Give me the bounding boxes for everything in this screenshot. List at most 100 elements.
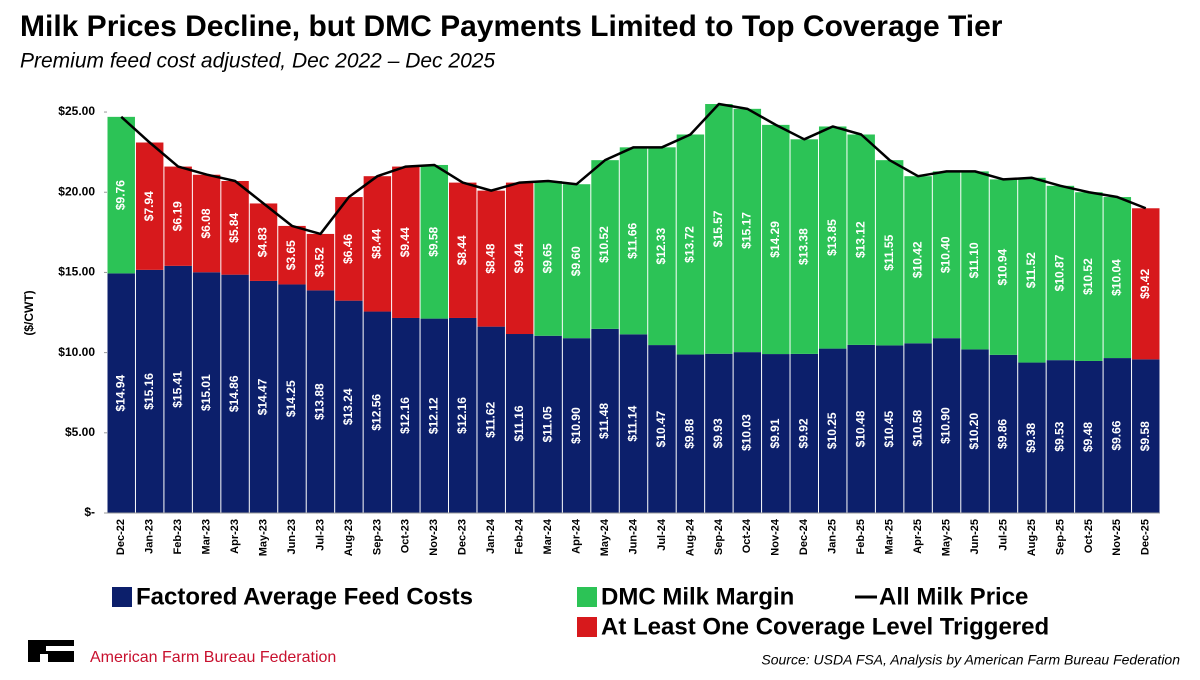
value-label: $14.29 xyxy=(768,221,782,258)
x-tick-label: Apr-24 xyxy=(570,518,582,554)
bar-segment xyxy=(505,334,534,513)
x-tick-label: Feb-23 xyxy=(172,519,184,554)
y-tick-label: $5.00 xyxy=(65,425,95,439)
value-label: $10.47 xyxy=(654,410,668,447)
bar-segment xyxy=(335,300,363,513)
value-label: $10.87 xyxy=(1053,254,1067,291)
value-label: $9.42 xyxy=(1138,268,1152,298)
x-tick-label: Jan-25 xyxy=(827,519,839,554)
value-label: $6.08 xyxy=(199,208,213,238)
x-tick-label: Sep-23 xyxy=(371,519,383,555)
bar-segment xyxy=(249,280,278,513)
legend-label: At Least One Coverage Level Triggered xyxy=(601,613,1049,640)
bar-segment xyxy=(562,184,591,339)
value-label: $14.25 xyxy=(284,380,298,417)
value-label: $10.48 xyxy=(853,410,867,447)
bar-segment xyxy=(591,160,619,329)
x-tick-label: May-25 xyxy=(940,519,952,556)
bar-segment xyxy=(221,274,249,513)
bar-segment xyxy=(505,182,534,335)
logo xyxy=(28,640,74,662)
bar-segment xyxy=(192,174,221,273)
x-tick-label: Feb-25 xyxy=(855,519,867,554)
bar-segment xyxy=(306,233,335,291)
x-tick-label: Dec-24 xyxy=(798,518,810,555)
x-tick-label: Dec-23 xyxy=(457,519,469,555)
bar-segment xyxy=(591,328,619,513)
bar-segment xyxy=(875,345,904,513)
x-tick-label: Mar-25 xyxy=(884,519,896,554)
y-tick-label: $20.00 xyxy=(58,184,95,198)
x-tick-label: Oct-24 xyxy=(741,518,753,553)
bar-segment xyxy=(1103,358,1132,513)
bar-segment xyxy=(1132,359,1160,513)
value-label: $9.38 xyxy=(1024,422,1038,452)
value-label: $12.12 xyxy=(426,397,440,434)
x-tick-label: Dec-22 xyxy=(115,519,127,555)
value-label: $9.48 xyxy=(1081,422,1095,452)
x-tick-label: Jan-23 xyxy=(144,519,156,554)
x-tick-label: Sep-24 xyxy=(713,518,725,555)
bar-segment xyxy=(733,352,762,513)
value-label: $13.12 xyxy=(853,221,867,258)
bar-segment xyxy=(847,344,875,513)
x-tick-label: May-23 xyxy=(257,519,269,556)
value-label: $9.58 xyxy=(426,226,440,256)
bar-segment xyxy=(449,317,477,513)
bar-segment xyxy=(278,225,306,285)
y-tick-label: $10.00 xyxy=(58,345,95,359)
x-tick-label: Mar-24 xyxy=(542,518,554,554)
source: Source: USDA FSA, Analysis by American F… xyxy=(761,652,1180,668)
value-label: $10.45 xyxy=(882,411,896,448)
bar-segment xyxy=(477,190,505,327)
value-label: $11.48 xyxy=(597,403,611,439)
x-tick-label: Jan-24 xyxy=(485,518,497,554)
value-label: $9.91 xyxy=(768,418,782,448)
y-tick-label: $15.00 xyxy=(58,265,95,279)
bar-segment xyxy=(449,182,477,318)
value-label: $10.03 xyxy=(740,414,754,451)
value-label: $14.47 xyxy=(256,378,270,415)
bar-segment xyxy=(989,179,1018,355)
bar-segment xyxy=(790,353,818,513)
value-label: $4.83 xyxy=(256,227,270,257)
y-axis-label: ($/CWT) xyxy=(22,290,36,335)
legend-label: Factored Average Feed Costs xyxy=(136,583,473,610)
bar-segment xyxy=(818,126,847,349)
x-tick-label: Sep-25 xyxy=(1054,519,1066,555)
y-tick-label: $- xyxy=(84,505,95,519)
value-label: $6.46 xyxy=(341,234,355,264)
legend-symbol xyxy=(577,587,597,607)
value-label: $12.33 xyxy=(654,228,668,265)
value-label: $15.01 xyxy=(199,374,213,411)
bar-segment xyxy=(705,104,733,354)
bar-segment xyxy=(932,338,961,513)
value-label: $15.57 xyxy=(711,210,725,247)
value-label: $9.92 xyxy=(796,418,810,448)
value-label: $9.76 xyxy=(113,180,127,210)
value-label: $15.16 xyxy=(142,373,156,410)
value-label: $10.90 xyxy=(939,407,953,444)
legend-symbol xyxy=(112,587,132,607)
y-tick-label: $25.00 xyxy=(58,104,95,118)
bar-segment xyxy=(1018,362,1046,513)
value-label: $11.16 xyxy=(512,405,526,441)
x-tick-label: Jun-25 xyxy=(969,519,981,554)
bar-segment xyxy=(875,160,904,346)
value-label: $10.52 xyxy=(597,226,611,263)
value-label: $11.66 xyxy=(626,222,640,258)
bar-segment xyxy=(1103,197,1132,359)
bar-segment xyxy=(1075,192,1103,361)
x-tick-label: Nov-25 xyxy=(1111,519,1123,556)
bar-segment xyxy=(192,272,221,513)
chart-subtitle: Premium feed cost adjusted, Dec 2022 – D… xyxy=(20,50,495,73)
value-label: $13.24 xyxy=(341,388,355,425)
value-label: $9.44 xyxy=(512,243,526,273)
value-label: $11.14 xyxy=(626,405,640,441)
line xyxy=(120,102,1147,236)
value-label: $15.17 xyxy=(740,212,754,249)
value-label: $3.65 xyxy=(284,240,298,270)
value-label: $13.38 xyxy=(796,228,810,265)
value-label: $10.20 xyxy=(967,413,981,450)
